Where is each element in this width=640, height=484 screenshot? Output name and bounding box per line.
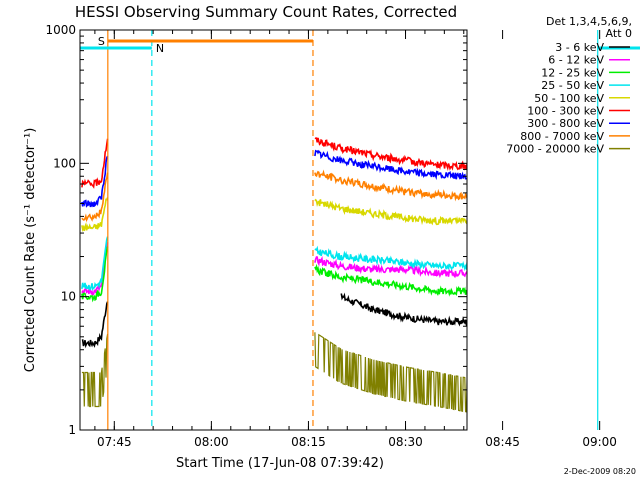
annotation-label-1: N (156, 42, 164, 55)
legend-label-0: 3 - 6 keV (555, 41, 604, 54)
series-line-0 (81, 292, 467, 349)
axes: 07:4508:0008:1508:3008:4509:0009:1511010… (45, 23, 617, 449)
series-group (81, 137, 467, 413)
y-tick-label-1: 10 (61, 290, 76, 304)
series-line-6 (81, 149, 467, 208)
legend-label-6: 300 - 800 keV (527, 117, 604, 130)
legend-label-2: 12 - 25 keV (541, 66, 604, 79)
series-line-2 (81, 246, 467, 303)
x-tick-label-3: 08:30 (388, 435, 423, 449)
legend-label-7: 800 - 7000 keV (520, 130, 604, 143)
legend-label-5: 100 - 300 keV (527, 105, 604, 118)
footer-date: 2-Dec-2009 08:20 (564, 467, 636, 476)
series-line-1 (81, 242, 467, 296)
x-tick-label-5: 09:00 (582, 435, 617, 449)
legend-label-3: 25 - 50 keV (541, 79, 604, 92)
x-tick-label-1: 08:00 (194, 435, 229, 449)
x-tick-label-2: 08:15 (291, 435, 326, 449)
y-tick-label-2: 100 (53, 156, 76, 170)
series-line-5 (81, 137, 467, 189)
y-tick-label-3: 1000 (45, 23, 76, 37)
x-tick-label-0: 07:45 (97, 435, 132, 449)
series-line-3 (81, 236, 467, 291)
series-line-4 (81, 197, 467, 233)
y-tick-label-0: 1 (68, 423, 76, 437)
series-line-7 (81, 169, 467, 223)
legend-label-1: 6 - 12 keV (548, 54, 604, 67)
annotation-label-0: S (98, 35, 105, 48)
x-tick-label-4: 08:45 (485, 435, 520, 449)
series-line-8 (81, 332, 467, 413)
plot-frame (79, 29, 468, 431)
chart-title: HESSI Observing Summary Count Rates, Cor… (75, 3, 457, 21)
plot-area: SN (80, 30, 640, 430)
y-axis-label: Corrected Count Rate (s⁻¹ detector⁻¹) (23, 128, 38, 373)
legend-label-4: 50 - 100 keV (534, 92, 604, 105)
legend-header: Det 1,3,4,5,6,9, Att 0 (546, 15, 632, 40)
x-axis-label: Start Time (17-Jun-08 07:39:42) (176, 456, 384, 471)
legend-header-line-1: Det 1,3,4,5,6,9, (546, 15, 632, 28)
legend-label-8: 7000 - 20000 keV (506, 143, 604, 156)
legend-header-line-2: Att 0 (606, 27, 632, 40)
